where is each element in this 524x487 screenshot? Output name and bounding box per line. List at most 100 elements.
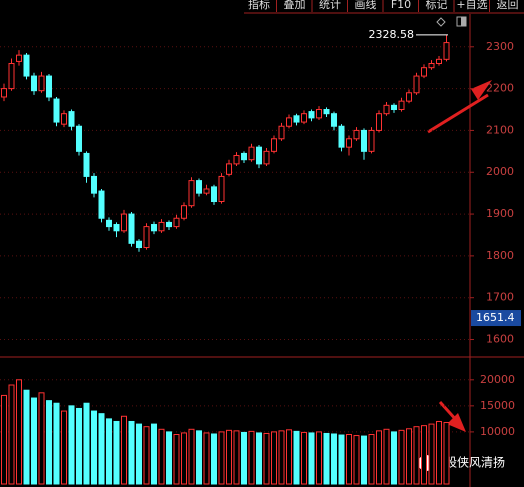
candle-body [406, 92, 412, 102]
y-tick-label: 1800 [486, 249, 514, 262]
volume-bar [211, 433, 217, 485]
candle-body [421, 67, 427, 77]
diamond-icon[interactable] [436, 17, 446, 27]
volume-bar [353, 435, 360, 485]
candle-body [233, 155, 240, 165]
volume-bar [256, 432, 262, 485]
volume-bar [106, 418, 112, 485]
candle-body [316, 109, 322, 119]
candle-body [98, 190, 105, 219]
volume-bar [301, 431, 307, 485]
volume-bar [263, 432, 270, 485]
candle-body [181, 205, 187, 219]
candle-body [256, 146, 262, 165]
candle-body [53, 98, 60, 123]
candle-body [308, 111, 315, 119]
volume-bar [143, 426, 150, 485]
volume-bar [38, 392, 45, 485]
volume-bar [8, 384, 15, 485]
volume-bar [368, 434, 375, 485]
toolbar-button[interactable]: F10 [391, 0, 411, 11]
volume-bar [83, 402, 90, 485]
candle-body [263, 150, 270, 165]
watermark: 股侠风清扬 [445, 455, 505, 470]
volume-bar [421, 425, 427, 485]
volume-bar [203, 432, 210, 485]
volume-bar [248, 430, 255, 485]
candle-body [143, 226, 150, 249]
volume-bar [196, 430, 202, 485]
volume-bar [188, 428, 195, 485]
volume-bar [331, 433, 337, 485]
candle-body [113, 224, 120, 232]
volume-bar [391, 431, 397, 485]
volume-tick-label: 15000 [480, 399, 515, 412]
candle-body [68, 111, 75, 127]
cursor-label: 1651.4 [476, 311, 515, 324]
toolbar-button[interactable]: 返回 [497, 0, 519, 11]
cursor-box [471, 310, 521, 327]
candle-body [106, 219, 112, 228]
candle-body [323, 109, 330, 115]
candle-body [428, 63, 435, 69]
volume-bar [428, 423, 435, 485]
y-tick-label: 1600 [486, 333, 514, 346]
volume-bar [316, 431, 322, 485]
candle-body [8, 63, 15, 90]
volume-bar [323, 432, 330, 485]
candle-body [188, 180, 195, 207]
y-tick-label: 1900 [486, 207, 514, 220]
volume-bar [166, 431, 172, 485]
volume-bar [158, 428, 165, 485]
y-tick-label: 2200 [486, 82, 514, 95]
volume-bar [271, 431, 277, 485]
candle-body [76, 125, 82, 152]
volume-bar [1, 394, 7, 485]
volume-bar [346, 434, 352, 485]
candle-body [38, 75, 45, 92]
volume-bar [113, 420, 120, 485]
candle-body [23, 54, 30, 77]
volume-bar [338, 434, 345, 485]
volume-bar [226, 429, 232, 485]
candle-body [398, 100, 405, 111]
candle-body [271, 138, 277, 152]
candle-body [151, 224, 157, 232]
candle-body [128, 213, 135, 244]
candle-body [83, 152, 90, 177]
volume-bar [128, 420, 135, 485]
volume-bar [136, 423, 142, 485]
candle-body [361, 129, 367, 152]
candle-body [353, 129, 360, 140]
volume-bar [61, 410, 67, 485]
candle-body [173, 217, 180, 228]
toolbar-button[interactable]: 指标 [248, 0, 270, 11]
candle-body [248, 146, 255, 161]
volume-bar [241, 431, 247, 485]
candle-body [293, 115, 300, 123]
candle-body [383, 104, 390, 115]
volume-bar [436, 420, 442, 485]
volume-bar [406, 428, 412, 485]
volume-bar [121, 415, 127, 485]
toolbar-button[interactable]: 统计 [319, 0, 341, 11]
volume-bar [68, 405, 75, 485]
candle-body [91, 175, 97, 194]
y-tick-label: 2300 [486, 40, 514, 53]
volume-tick-label: 20000 [480, 373, 515, 386]
volume-bar [173, 434, 180, 485]
volume-bar [181, 432, 187, 485]
volume-bar [443, 422, 450, 485]
arrowhead [447, 413, 466, 432]
volume-bar [98, 413, 105, 485]
toolbar-button[interactable]: +自选 [456, 0, 487, 11]
toolbar-button[interactable]: 标记 [426, 0, 448, 11]
toolbar-button[interactable]: 画线 [355, 0, 377, 11]
volume-bar [293, 430, 300, 485]
toolbar-button[interactable]: 叠加 [284, 0, 306, 11]
volume-bar [383, 428, 390, 485]
volume-bar [376, 430, 382, 485]
y-tick-label: 1700 [486, 291, 514, 304]
volume-bar [16, 379, 22, 485]
candle-body [338, 125, 345, 148]
